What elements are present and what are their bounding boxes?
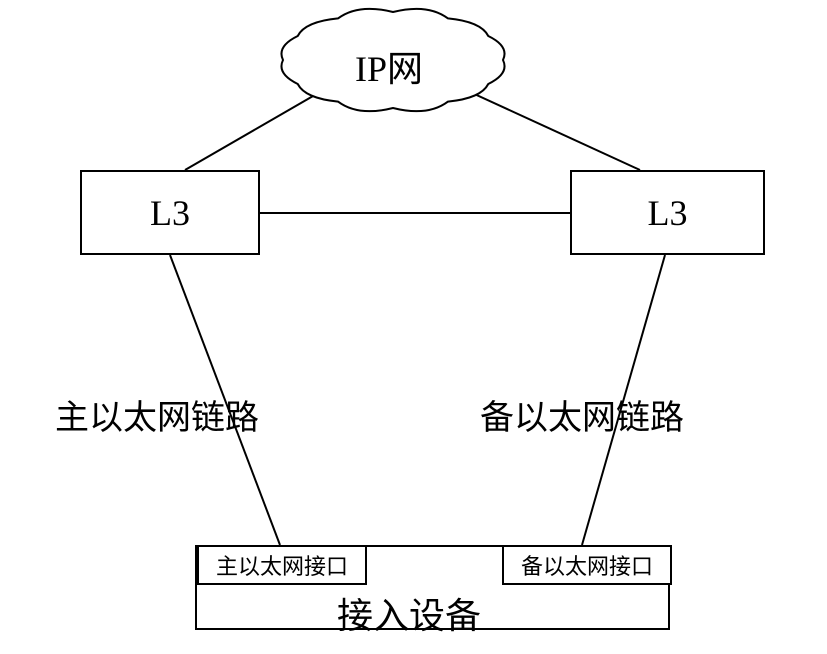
backup-port-label: 备以太网接口 <box>521 549 653 581</box>
primary-ethernet-port: 主以太网接口 <box>197 545 367 585</box>
backup-link-label: 备以太网链路 <box>480 390 684 439</box>
l3-right-label: L3 <box>648 192 688 234</box>
l3-right-node: L3 <box>570 170 765 255</box>
l3-left-label: L3 <box>150 192 190 234</box>
primary-link-label: 主以太网链路 <box>55 390 259 439</box>
access-device: 主以太网接口 备以太网接口 接入设备 <box>195 545 670 630</box>
device-label: 接入设备 <box>337 587 481 639</box>
network-diagram: IP网 L3 L3 主以太网链路 备以太网链路 主以太网接口 备以太网接口 接入… <box>0 0 827 654</box>
cloud-label: IP网 <box>355 40 423 92</box>
primary-port-label: 主以太网接口 <box>216 549 348 581</box>
backup-ethernet-port: 备以太网接口 <box>502 545 672 585</box>
l3-left-node: L3 <box>80 170 260 255</box>
